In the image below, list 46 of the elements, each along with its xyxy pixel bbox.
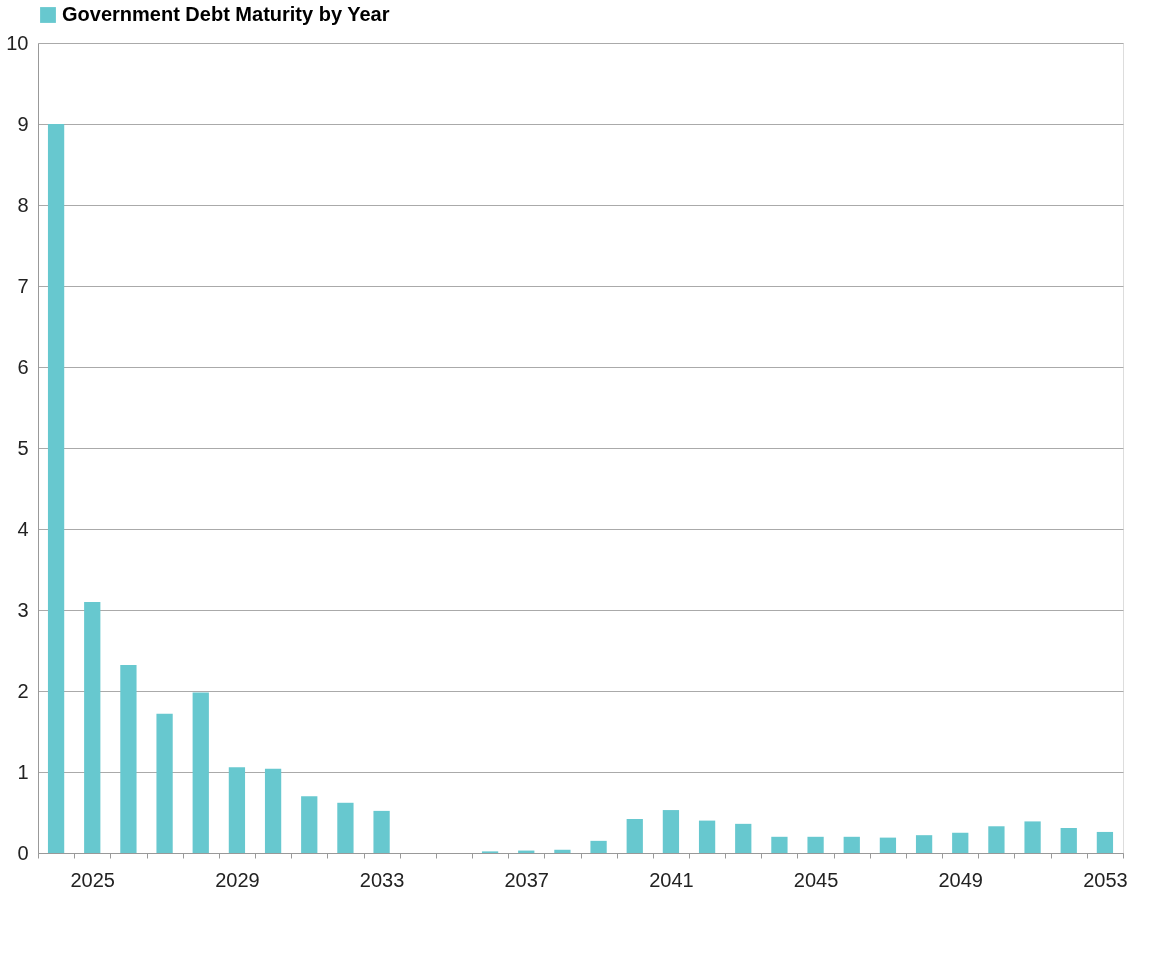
bar xyxy=(120,665,137,853)
bar xyxy=(264,768,282,853)
bar xyxy=(156,713,173,853)
x-tick-label: 2045 xyxy=(793,868,839,891)
y-tick-label: 10 xyxy=(6,31,29,54)
bar xyxy=(698,820,716,853)
bar xyxy=(554,849,571,853)
y-tick-label: 5 xyxy=(17,436,29,459)
y-tick-label: 4 xyxy=(17,517,29,540)
bar xyxy=(843,836,860,853)
y-tick-label: 1 xyxy=(17,760,29,783)
y-tick-label: 6 xyxy=(17,355,29,378)
bar xyxy=(915,835,933,853)
x-tick-label: 2049 xyxy=(938,868,983,891)
bar xyxy=(626,818,643,853)
x-tick-label: 2041 xyxy=(649,868,694,891)
bar xyxy=(1096,831,1114,853)
bar xyxy=(662,810,680,853)
x-tick-label: 2037 xyxy=(504,868,549,891)
x-tick-label: 2025 xyxy=(70,868,115,891)
x-tick-label: 2033 xyxy=(359,868,405,891)
bar xyxy=(988,826,1005,853)
y-tick-label: 8 xyxy=(17,193,29,216)
bar xyxy=(879,837,897,853)
y-tick-label: 9 xyxy=(17,112,29,135)
y-tick-label: 3 xyxy=(17,598,29,621)
y-tick-label: 2 xyxy=(17,679,29,702)
bar xyxy=(373,810,390,853)
bar xyxy=(337,802,354,853)
bar xyxy=(590,840,607,853)
bar xyxy=(301,796,318,853)
y-tick-label: 0 xyxy=(17,841,29,864)
bar xyxy=(771,836,788,853)
x-tick-label: 2029 xyxy=(215,868,260,891)
bar xyxy=(1024,821,1041,853)
bar xyxy=(1060,827,1077,853)
bar xyxy=(192,692,209,853)
bar xyxy=(228,767,246,853)
x-tick-label: 2053 xyxy=(1083,868,1128,891)
bar xyxy=(47,124,65,853)
y-tick-label: 7 xyxy=(17,274,29,297)
bar xyxy=(807,836,824,853)
legend-label: Government Debt Maturity by Year xyxy=(62,3,390,25)
bar xyxy=(735,823,752,853)
bar xyxy=(952,832,969,853)
bar xyxy=(84,601,101,853)
